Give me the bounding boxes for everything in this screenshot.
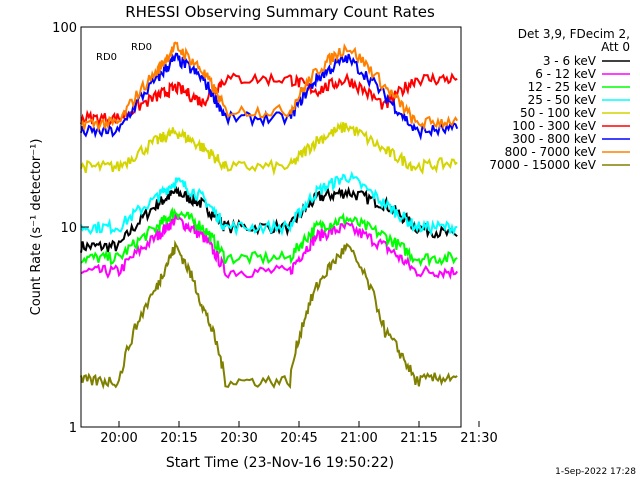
legend-label-5: 100 - 300 keV bbox=[512, 119, 596, 133]
series-line-4 bbox=[80, 121, 458, 177]
annotation-0: RD0 bbox=[96, 52, 117, 63]
x-tick-label-2: 20:30 bbox=[220, 431, 257, 446]
axis-layer: 20:00 20:15 20:30 20:45 21:00 21:15 21:30 1 10 10… bbox=[52, 21, 498, 446]
series-layer bbox=[80, 41, 459, 390]
series-line-1 bbox=[80, 213, 459, 281]
footer-timestamp: 1-Sep-2022 17:28 bbox=[555, 467, 636, 477]
annotation-1: RD0 bbox=[131, 42, 152, 53]
legend-header-line-1: Det 3,9, FDecim 2, bbox=[518, 27, 630, 41]
x-tick-label-6: 21:30 bbox=[460, 431, 497, 446]
x-tick-label-4: 21:00 bbox=[340, 431, 377, 446]
series-line-7 bbox=[80, 41, 459, 133]
legend-label-4: 50 - 100 keV bbox=[520, 106, 597, 120]
x-tick-label-5: 21:15 bbox=[400, 431, 437, 446]
y-axis-label: Count Rate (s⁻¹ detector⁻¹) bbox=[29, 139, 44, 316]
series-line-3 bbox=[80, 170, 458, 237]
y-tick-label-2: 100 bbox=[52, 21, 77, 36]
legend-label-8: 7000 - 15000 keV bbox=[489, 158, 596, 172]
legend-label-7: 800 - 7000 keV bbox=[505, 145, 597, 159]
legend-header-line-2: Att 0 bbox=[601, 40, 630, 54]
series-line-8 bbox=[80, 239, 458, 390]
y-tick-label-0: 1 bbox=[69, 421, 77, 436]
x-tick-label-3: 20:45 bbox=[280, 431, 317, 446]
x-tick-label-1: 20:15 bbox=[160, 431, 197, 446]
legend-label-0: 3 - 6 keV bbox=[543, 54, 597, 68]
x-tick-label-0: 20:00 bbox=[100, 431, 137, 446]
legend-label-1: 6 - 12 keV bbox=[535, 67, 597, 81]
series-line-6 bbox=[80, 52, 459, 141]
chart-title: RHESSI Observing Summary Count Rates bbox=[125, 3, 435, 21]
legend-label-2: 12 - 25 keV bbox=[528, 80, 597, 94]
x-axis-label: Start Time (23-Nov-16 19:50:22) bbox=[166, 455, 394, 471]
series-line-2 bbox=[80, 206, 458, 268]
legend-label-3: 25 - 50 keV bbox=[528, 93, 597, 107]
legend-label-6: 300 - 800 keV bbox=[512, 132, 596, 146]
y-tick-label-1: 10 bbox=[60, 221, 77, 236]
series-line-5 bbox=[80, 71, 458, 129]
